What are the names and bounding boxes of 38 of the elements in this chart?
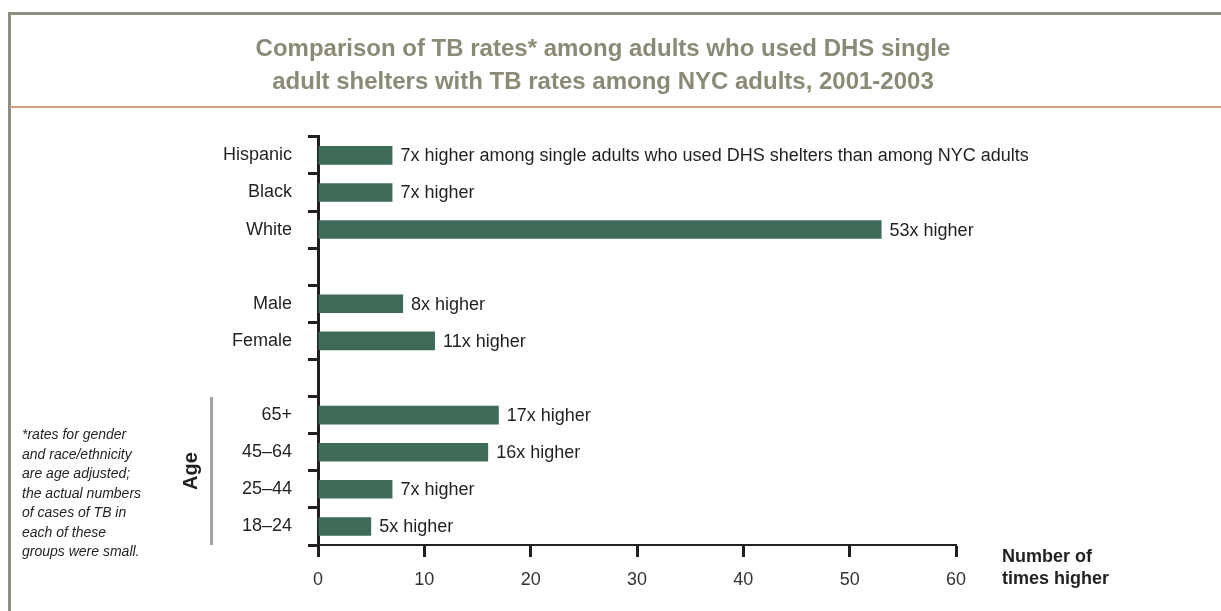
bar bbox=[318, 517, 372, 536]
x-tick-label: 20 bbox=[520, 568, 541, 589]
x-tick-label: 50 bbox=[839, 568, 860, 589]
chart-title: Comparison of TB rates* among adults who used DHS single adult shelters with TB rates among NYC adults, 2001-2003 bbox=[254, 33, 952, 96]
data-label: 7x higher bbox=[400, 182, 475, 203]
bar bbox=[318, 405, 499, 425]
data-label: 8x higher bbox=[411, 293, 486, 314]
bar bbox=[318, 442, 489, 462]
x-tick-label: 40 bbox=[733, 568, 754, 589]
y-tick-label: 25–44 bbox=[241, 478, 292, 499]
y-tick-label: 65+ bbox=[261, 404, 292, 425]
x-axis-title: Number of times higher bbox=[1002, 545, 1111, 589]
bar bbox=[318, 183, 393, 202]
y-tick-label: Female bbox=[231, 329, 292, 350]
y-tick-label: White bbox=[245, 218, 292, 239]
data-label: 7x higher bbox=[400, 479, 475, 500]
data-label: 11x higher bbox=[442, 330, 526, 351]
y-tick-label: Hispanic bbox=[222, 144, 292, 165]
data-label: 16x higher bbox=[496, 442, 581, 463]
text: Age bbox=[178, 451, 202, 490]
bar bbox=[318, 331, 435, 351]
x-tick-label: 60 bbox=[945, 568, 967, 589]
bar bbox=[318, 294, 404, 314]
data-label: 5x higher bbox=[379, 516, 454, 537]
y-tick-label: 45–64 bbox=[241, 441, 292, 462]
data-label: 53x higher bbox=[889, 219, 974, 240]
data-label: 7x higher among single adults who used DHS shelters than among NYC adults bbox=[400, 145, 1029, 166]
data-label: 17x higher bbox=[506, 405, 591, 426]
text: *rates for gender and race/ethnicity are age adjusted; the actual numbers of cases of TB in each of these groups were small. bbox=[22, 425, 143, 561]
bar bbox=[318, 480, 393, 499]
bar bbox=[318, 146, 393, 165]
x-tick-label: 30 bbox=[626, 568, 648, 589]
x-tick-label: 0 bbox=[312, 568, 324, 589]
x-tick-label: 10 bbox=[414, 568, 435, 589]
bar bbox=[318, 220, 882, 239]
y-tick-label: 18–24 bbox=[241, 515, 292, 536]
y-tick-label: Black bbox=[247, 181, 293, 202]
y-tick-label: Male bbox=[252, 292, 292, 313]
